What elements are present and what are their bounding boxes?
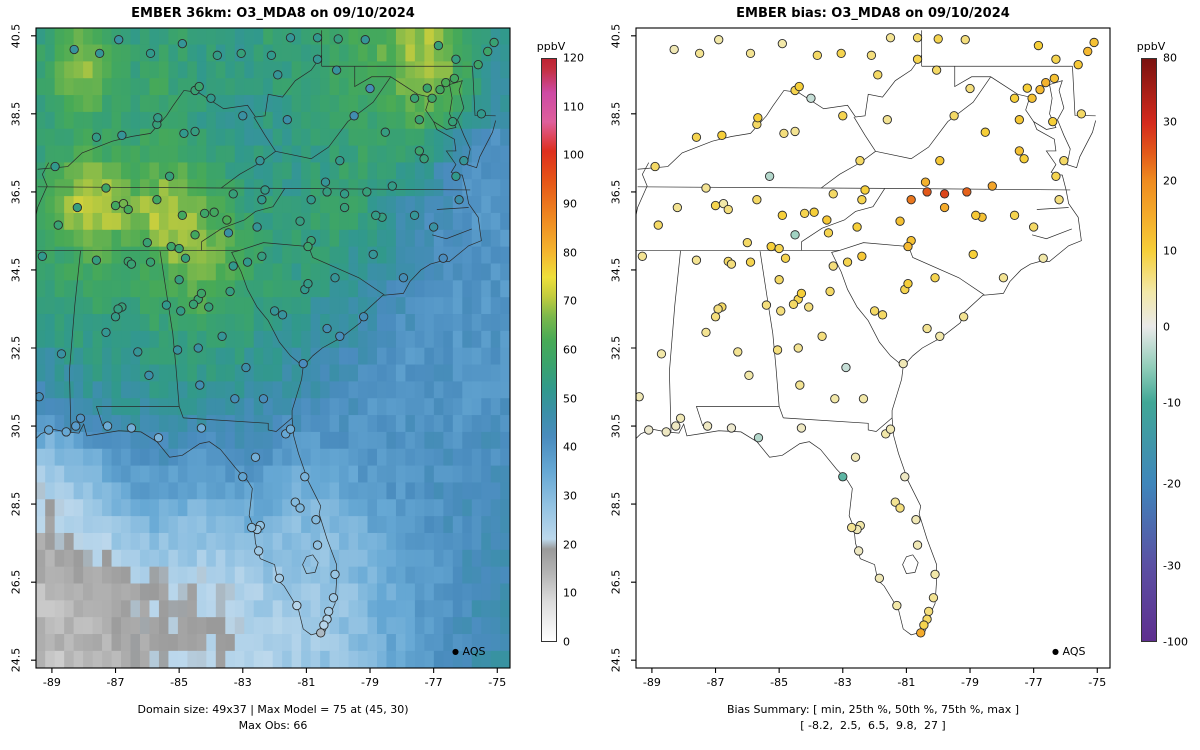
colorbar-tick-label: 20: [1163, 174, 1177, 188]
y-tick-label: 34.5: [609, 257, 623, 283]
colorbar-tick-label: 110: [563, 100, 584, 114]
y-tick-label: 28.5: [9, 491, 23, 517]
x-tick-label: -81: [897, 676, 916, 689]
colorbar-tick-label: 100: [563, 148, 584, 162]
right-panel-title: EMBER bias: O3_MDA8 on 09/10/2024: [736, 6, 1010, 21]
bias-colorbar-units: ppbV: [1136, 40, 1166, 53]
y-tick-label: 38.5: [609, 101, 623, 127]
x-tick-label: -81: [297, 676, 316, 689]
y-tick-label: 36.5: [9, 179, 23, 205]
aqs-legend-label: AQS: [462, 645, 486, 658]
aqs-dot-icon: ●: [452, 647, 459, 656]
ozone-colorbar: [541, 58, 557, 642]
aqs-legend: ● AQS: [452, 645, 485, 658]
y-tick-label: 30.5: [9, 413, 23, 439]
x-tick-label: -83: [833, 676, 852, 689]
colorbar-tick-label: 40: [563, 440, 577, 454]
bias-summary-caption: Bias Summary: [ min, 25th %, 50th %, 75t…: [726, 703, 1020, 716]
colorbar-tick-label: -20: [1163, 477, 1181, 491]
x-tick-label: -75: [488, 676, 507, 689]
y-tick-label: 30.5: [609, 413, 623, 439]
left-panel-title: EMBER 36km: O3_MDA8 on 09/10/2024: [131, 6, 415, 21]
x-tick-label: -77: [1024, 676, 1043, 689]
bias-scatter-canvas: [600, 0, 1200, 750]
x-tick-label: -87: [706, 676, 725, 689]
colorbar-tick-label: -100: [1163, 635, 1188, 649]
y-tick-label: 40.5: [609, 23, 623, 49]
y-tick-label: 40.5: [9, 23, 23, 49]
x-tick-label: -89: [42, 676, 61, 689]
colorbar-tick-label: 30: [1163, 115, 1177, 129]
y-tick-label: 34.5: [9, 257, 23, 283]
colorbar-tick-label: 10: [563, 586, 577, 600]
x-tick-label: -77: [424, 676, 443, 689]
y-tick-label: 32.5: [609, 335, 623, 361]
colorbar-tick-label: 60: [563, 343, 577, 357]
x-tick-label: -87: [106, 676, 125, 689]
colorbar-tick-label: 50: [563, 392, 577, 406]
x-tick-label: -85: [770, 676, 789, 689]
y-tick-label: 28.5: [609, 491, 623, 517]
ozone-heatmap-canvas: [0, 0, 600, 750]
colorbar-tick-label: 120: [563, 51, 584, 65]
x-tick-label: -79: [361, 676, 379, 689]
colorbar-tick-label: 80: [563, 246, 577, 260]
aqs-dot-icon: ●: [1052, 647, 1059, 656]
bias-values-caption: [ -8.2, 2.5, 6.5, 9.8, 27 ]: [800, 719, 946, 732]
colorbar-tick-label: 10: [1163, 244, 1177, 258]
aqs-legend-label: AQS: [1062, 645, 1086, 658]
y-tick-label: 32.5: [9, 335, 23, 361]
y-tick-label: 24.5: [609, 647, 623, 673]
x-tick-label: -79: [961, 676, 979, 689]
colorbar-tick-label: -10: [1163, 396, 1181, 410]
bias-map-panel: EMBER bias: O3_MDA8 on 09/10/2024 ppbV B…: [600, 0, 1200, 750]
y-tick-label: 24.5: [9, 647, 23, 673]
y-tick-label: 36.5: [609, 179, 623, 205]
colorbar-tick-label: 30: [563, 489, 577, 503]
x-tick-label: -89: [642, 676, 661, 689]
colorbar-tick-label: 0: [1163, 320, 1170, 334]
x-tick-label: -75: [1088, 676, 1107, 689]
colorbar-tick-label: 90: [563, 197, 577, 211]
ozone-colorbar-units: ppbV: [536, 40, 566, 53]
colorbar-tick-label: 0: [563, 635, 570, 649]
y-tick-label: 26.5: [609, 569, 623, 595]
x-tick-label: -83: [233, 676, 252, 689]
colorbar-tick-label: -30: [1163, 559, 1181, 573]
colorbar-tick-label: 20: [563, 538, 577, 552]
aqs-legend: ● AQS: [1052, 645, 1085, 658]
x-tick-label: -85: [170, 676, 189, 689]
colorbar-tick-label: 80: [1163, 51, 1177, 65]
y-tick-label: 26.5: [9, 569, 23, 595]
colorbar-tick-label: 70: [563, 294, 577, 308]
bias-colorbar: [1141, 58, 1157, 642]
max-obs-caption: Max Obs: 66: [238, 719, 308, 732]
y-tick-label: 38.5: [9, 101, 23, 127]
model-map-panel: EMBER 36km: O3_MDA8 on 09/10/2024 ppbV D…: [0, 0, 600, 750]
domain-size-caption: Domain size: 49x37 | Max Model = 75 at (…: [137, 703, 409, 716]
